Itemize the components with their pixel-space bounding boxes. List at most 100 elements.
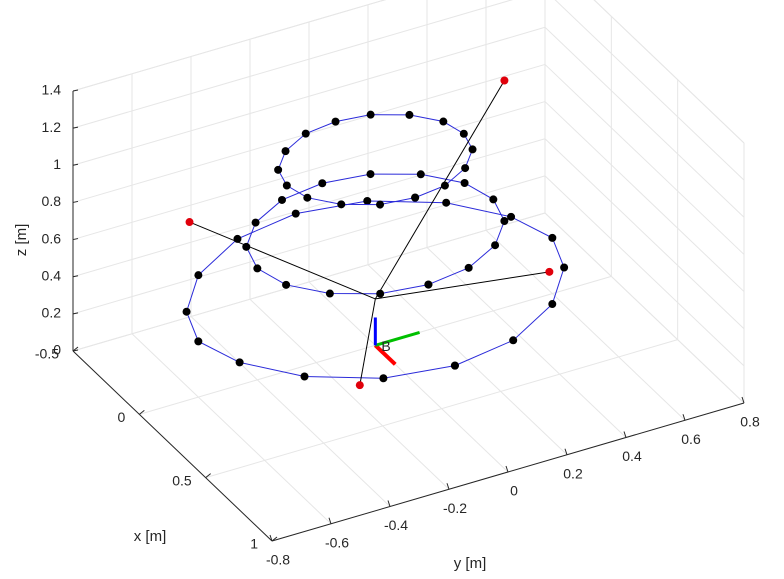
y-tick: [623, 431, 627, 438]
y-axis-label: y [m]: [454, 555, 487, 572]
grid-back-z: [544, 175, 745, 367]
z-tick: [72, 200, 79, 203]
z-tick-label: 0.2: [42, 305, 62, 321]
trajectory-point: [291, 209, 300, 218]
x-tick-label: 1: [250, 536, 258, 552]
link-line: [374, 80, 505, 300]
trajectory-point: [301, 129, 310, 138]
trajectory-point: [461, 164, 470, 173]
link-line: [359, 298, 376, 386]
trajectory-point: [460, 178, 469, 187]
z-tick-label: 1.2: [42, 119, 62, 135]
y-tick: [741, 396, 745, 404]
x-axis-line: [72, 350, 273, 542]
trajectory-point: [424, 280, 433, 289]
z-tick: [72, 238, 79, 241]
trajectory-point: [277, 195, 286, 204]
axes: 0 0.2 0.4 0.6 0.8 1 1.2 1.4 -0.5 0 0.5 1 -0.8 -0.6 -0.…: [13, 82, 760, 572]
x-tick: [139, 409, 145, 415]
z-tick: [72, 163, 79, 166]
z-tick: [72, 312, 79, 315]
y-tick: [505, 465, 509, 473]
x-tick: [271, 536, 278, 542]
grid-lines: [72, 0, 745, 542]
grid-side-z: [72, 26, 546, 166]
grid-side-z: [72, 0, 514, 129]
trajectory-point: [411, 193, 420, 202]
trajectory-point: [376, 289, 385, 298]
trajectory-point: [439, 117, 448, 126]
trajectory-point: [548, 233, 557, 242]
trajectory-point: [303, 193, 312, 202]
y-tick-label: -0.4: [384, 517, 408, 533]
anchor-point: [185, 218, 194, 227]
grid-side-z: [72, 101, 546, 241]
grid-back-z: [544, 64, 745, 255]
grid-floor-y: [485, 229, 686, 421]
grid-back-z: [544, 212, 745, 404]
grid-floor-y: [131, 333, 332, 525]
trajectory-line: [186, 200, 565, 379]
grid-side-z: [72, 138, 546, 278]
z-tick: [72, 126, 79, 129]
trajectory-point: [560, 263, 569, 272]
y-tick: [682, 414, 686, 421]
trajectory-point: [509, 336, 518, 345]
box-edge: [72, 0, 387, 92]
trajectory-point: [235, 358, 244, 367]
origin-label: B: [381, 338, 390, 354]
grid-back-z: [544, 26, 745, 218]
grid-side-z: [72, 175, 546, 315]
grid-side-z: [72, 212, 546, 352]
grid-back-z: [544, 101, 745, 292]
frame-y-axis: [374, 330, 421, 347]
y-tick-label: 0.8: [740, 414, 760, 430]
y-tick: [328, 517, 332, 524]
trajectory-point: [459, 129, 468, 138]
anchor-point: [500, 76, 509, 85]
y-tick-label: -0.8: [266, 552, 290, 568]
trajectory-point: [500, 216, 509, 225]
y-tick-label: 0.4: [622, 448, 642, 464]
anchor-point: [545, 267, 554, 276]
trajectory-point: [282, 181, 291, 190]
z-tick-label: 1: [53, 156, 61, 172]
grid-back-z: [593, 0, 745, 144]
frame-x-axis: [373, 343, 397, 366]
grid-floor-y: [308, 281, 509, 473]
trajectory-point: [194, 271, 203, 280]
trajectory-point: [468, 145, 477, 154]
z-tick-label: 0.6: [42, 230, 62, 246]
y-tick-label: 0: [510, 483, 518, 499]
x-tick: [205, 473, 211, 479]
x-tick-label: 0: [118, 409, 126, 425]
trajectory-line: [245, 173, 505, 295]
trajectory-point: [251, 218, 260, 227]
grid-back-z: [544, 138, 745, 330]
trajectory-point: [548, 300, 557, 309]
trajectory-point: [450, 361, 459, 370]
grid-floor-y: [190, 316, 391, 507]
y-tick: [446, 483, 450, 490]
x-tick-label: -0.5: [35, 346, 59, 362]
z-tick: [72, 275, 79, 278]
trajectory-point: [416, 170, 425, 179]
grid-floor-y: [249, 298, 450, 490]
y-tick-label: -0.6: [325, 534, 349, 550]
anchor-point: [355, 381, 364, 390]
z-tick-label: 1.4: [42, 82, 62, 98]
z-tick-label: 0.4: [42, 267, 62, 283]
y-tick: [387, 500, 391, 507]
trajectory-point: [405, 110, 414, 119]
y-tick-label: 0.2: [563, 465, 583, 481]
x-tick-label: 0.5: [172, 472, 192, 488]
trajectory-point: [491, 241, 500, 250]
z-axis-label: z [m]: [13, 224, 30, 257]
trajectory-point: [281, 147, 290, 156]
trajectory-point: [274, 165, 283, 174]
data-layer: B: [182, 76, 569, 390]
trajectory-point: [376, 200, 385, 209]
grid-floor-y: [426, 247, 627, 438]
trajectory-point: [507, 212, 516, 221]
